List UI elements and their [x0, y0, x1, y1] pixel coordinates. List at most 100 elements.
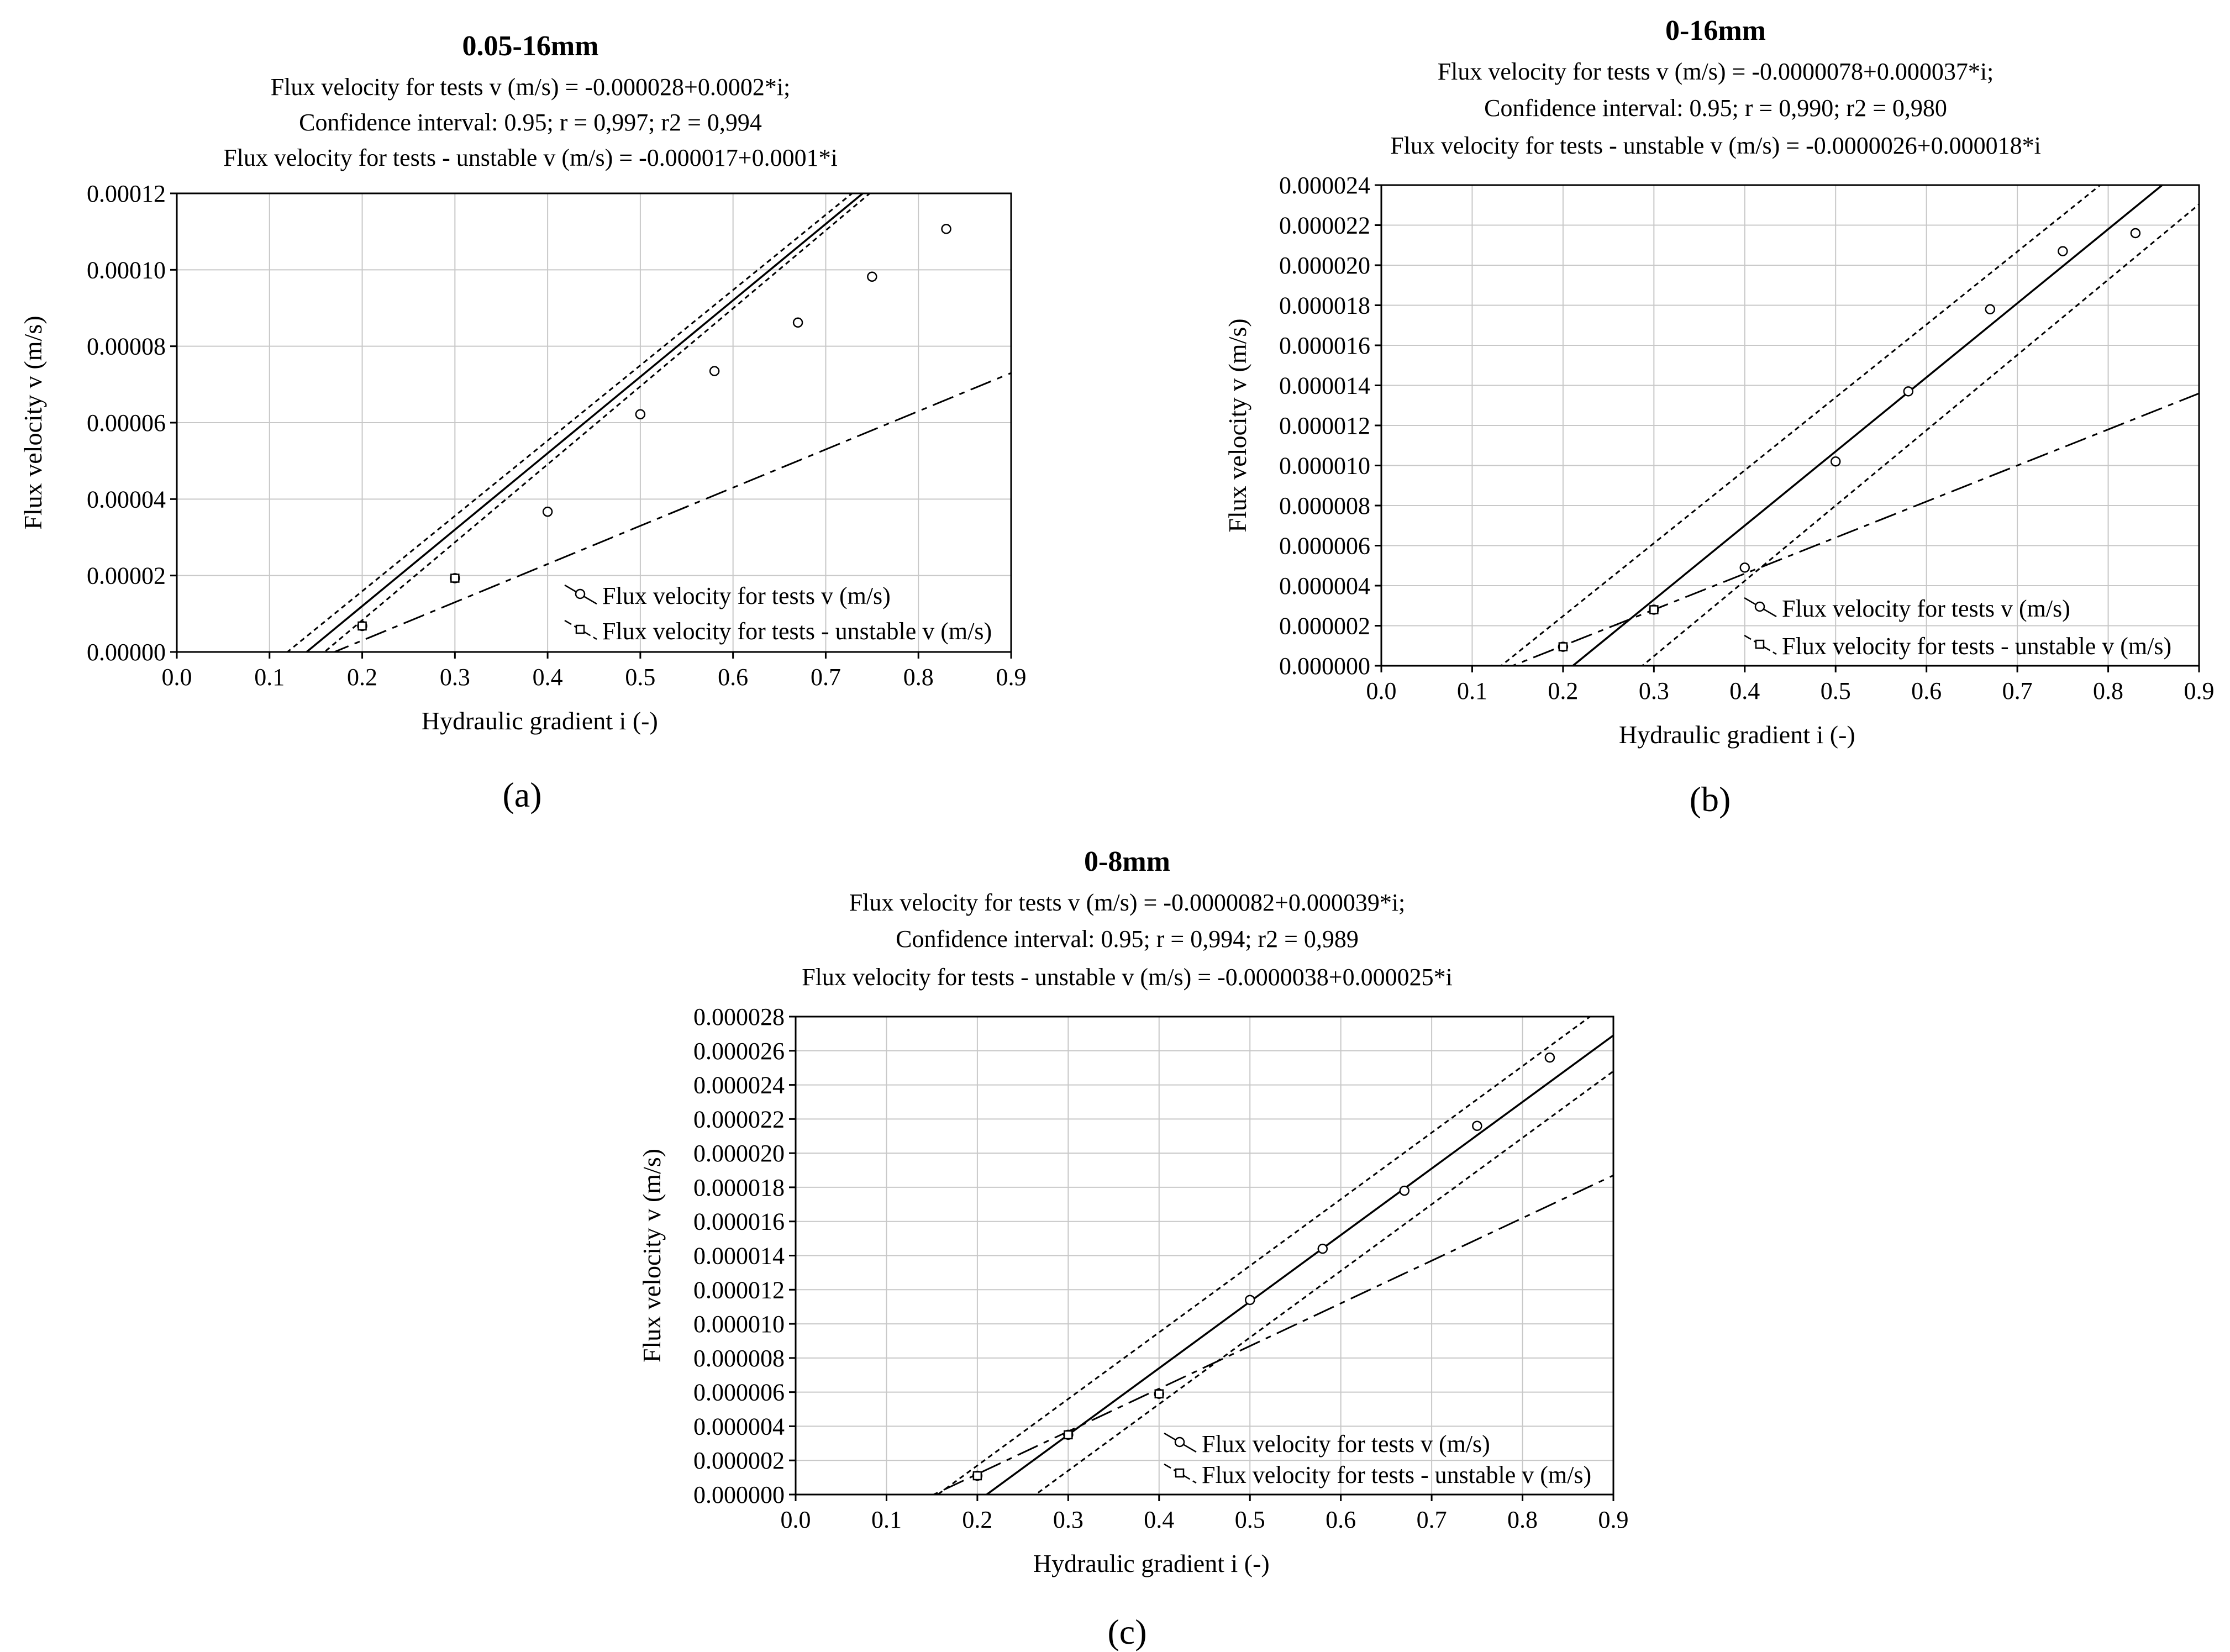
series-unstable-points: [972, 1389, 1164, 1481]
y-tick-label: 0.000006: [693, 1379, 785, 1406]
x-axis-label: Hydraulic gradient i (-): [1619, 720, 1855, 749]
y-tick-label: 0.000016: [693, 1208, 785, 1235]
grid: [177, 193, 1011, 652]
data-point-square: [1649, 605, 1659, 614]
y-tick-label: 0.000020: [1279, 252, 1370, 279]
x-tick-label: 0.0: [1366, 677, 1397, 704]
chart-subtitle-line: Flux velocity for tests v (m/s) = -0.000…: [849, 889, 1406, 916]
legend: Flux velocity for tests v (m/s) Flux velo…: [1744, 595, 2171, 660]
x-tick-label: 0.7: [2002, 677, 2033, 704]
chart-title: 0-8mm: [1084, 846, 1170, 877]
x-tick-label: 0.7: [1417, 1506, 1447, 1533]
data-point-circle: [1244, 1295, 1255, 1306]
regression-line-unstable: [932, 1174, 1613, 1495]
legend-entry: Flux velocity for tests v (m/s): [1782, 595, 2070, 622]
chart-subtitle-line: Flux velocity for tests v (m/s) = -0.000…: [271, 73, 791, 101]
data-point-circle: [1472, 1120, 1482, 1131]
y-tick-label: 0.00008: [87, 333, 166, 360]
y-tick-label: 0.000018: [1279, 292, 1370, 319]
chart-subtitle-line: Confidence interval: 0.95; r = 0,990; r2…: [1484, 94, 1947, 122]
y-tick-label: 0.00010: [87, 256, 166, 283]
data-point-square: [450, 574, 460, 583]
chart-subtitle-line: Flux velocity for tests v (m/s) = -0.000…: [1438, 58, 1994, 85]
data-point-circle: [709, 366, 720, 376]
x-tick-label: 0.6: [1911, 677, 1942, 704]
y-tick-label: 0.000012: [1279, 412, 1370, 439]
legend-entry: Flux velocity for tests v (m/s): [1202, 1430, 1490, 1458]
x-tick-label: 0.2: [962, 1506, 992, 1533]
data-point-square: [357, 621, 367, 631]
data-point-circle: [867, 271, 877, 282]
x-tick-label: 0.1: [1457, 677, 1487, 704]
regression-line-tests: [1571, 185, 2164, 666]
legend-marker-square: [575, 624, 585, 634]
y-tick-label: 0.000006: [1279, 533, 1370, 560]
y-tick-label: 0.000020: [693, 1140, 785, 1167]
confidence-band-lower: [1640, 203, 2199, 666]
chart-title: 0.05-16mm: [462, 30, 599, 62]
x-tick-label: 0.5: [1821, 677, 1851, 704]
x-tick-label: 0.2: [1548, 677, 1578, 704]
x-tick-label: 0.8: [2093, 677, 2123, 704]
series-unstable-points: [1558, 605, 1659, 651]
legend-entry: Flux velocity for tests - unstable v (m/…: [1202, 1461, 1591, 1488]
confidence-band-upper: [286, 193, 854, 652]
y-tick-label: 0.000002: [1279, 613, 1370, 640]
y-tick-label: 0.000000: [693, 1481, 785, 1508]
chart-subtitle-line: Flux velocity for tests - unstable v (m/…: [802, 964, 1453, 991]
y-tick-label: 0.000008: [1279, 492, 1370, 519]
y-tick-label: 0.000000: [1279, 653, 1370, 680]
chart-title: 0-16mm: [1665, 15, 1766, 46]
data-point-circle: [1544, 1052, 1555, 1063]
legend-marker-circle: [1174, 1437, 1185, 1448]
chart-panel-2: 0-16mm Flux velocity for tests v (m/s) = …: [1223, 15, 2215, 819]
x-tick-label: 0.4: [1729, 677, 1760, 704]
confidence-band-lower: [1034, 1070, 1613, 1495]
data-point-circle: [792, 317, 803, 328]
x-tick-label: 0.7: [811, 664, 841, 691]
legend-entry: Flux velocity for tests - unstable v (m/…: [602, 618, 992, 645]
data-point-circle: [941, 224, 951, 234]
data-point-circle: [2130, 228, 2141, 239]
series-tests-points: [357, 224, 951, 632]
y-tick-label: 0.000026: [693, 1038, 785, 1065]
regression-line-unstable: [332, 372, 1011, 652]
legend-entry: Flux velocity for tests v (m/s): [602, 582, 891, 609]
regression-line-unstable: [1510, 392, 2199, 666]
panel-label: (c): [1107, 1612, 1146, 1651]
y-tick-label: 0.00004: [87, 486, 166, 513]
y-tick-label: 0.000010: [1279, 453, 1370, 480]
legend: Flux velocity for tests v (m/s) Flux velo…: [1164, 1430, 1591, 1488]
data-point-circle: [1317, 1243, 1328, 1254]
y-axis-label: Flux velocity v (m/s): [638, 1149, 666, 1362]
y-tick-label: 0.000024: [693, 1072, 785, 1099]
y-tick-label: 0.000016: [1279, 332, 1370, 359]
grid: [796, 1017, 1613, 1495]
x-tick-label: 0.9: [996, 664, 1027, 691]
x-axis-label: Hydraulic gradient i (-): [1033, 1549, 1270, 1577]
data-point-circle: [1985, 304, 1996, 314]
y-tick-label: 0.000002: [693, 1447, 785, 1474]
confidence-band-upper: [1500, 185, 2102, 666]
data-point-circle: [2058, 246, 2068, 256]
x-tick-label: 0.9: [1598, 1506, 1629, 1533]
data-point-circle: [1739, 562, 1750, 573]
regression-line-tests: [985, 1034, 1613, 1495]
panel-label: (b): [1690, 780, 1731, 819]
y-axis-label: Flux velocity v (m/s): [19, 315, 47, 529]
y-tick-label: 0.000004: [693, 1413, 785, 1440]
y-tick-label: 0.000022: [693, 1106, 785, 1133]
chart-subtitle-line: Flux velocity for tests - unstable v (m/…: [223, 144, 838, 171]
y-tick-label: 0.000014: [693, 1243, 785, 1270]
x-tick-label: 0.5: [625, 664, 655, 691]
x-tick-label: 0.8: [1507, 1506, 1538, 1533]
chart-subtitle-line: Confidence interval: 0.95; r = 0,997; r2…: [299, 109, 762, 136]
x-tick-label: 0.3: [440, 664, 470, 691]
y-tick-label: 0.000022: [1279, 212, 1370, 239]
data-point-square: [1154, 1389, 1164, 1398]
x-tick-label: 0.0: [162, 664, 192, 691]
y-tick-label: 0.000010: [693, 1311, 785, 1338]
chart-subtitle-line: Confidence interval: 0.95; r = 0,994; r2…: [896, 925, 1359, 953]
y-tick-label: 0.000024: [1279, 172, 1370, 199]
data-point-circle: [1399, 1185, 1410, 1196]
